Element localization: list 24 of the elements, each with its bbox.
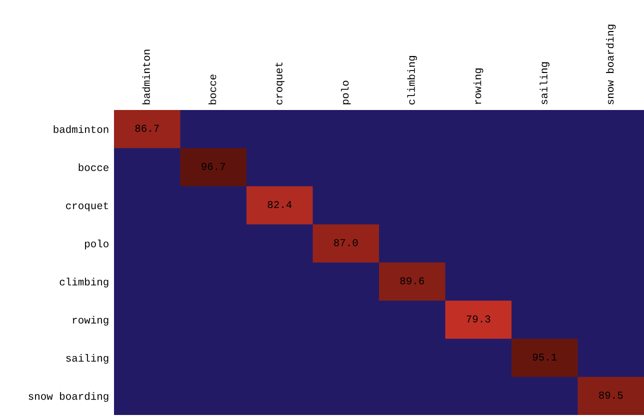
data-label: 89.5 — [599, 392, 623, 399]
data-label: 95.1 — [532, 354, 557, 361]
data-label: 79.3 — [466, 315, 490, 322]
x-tick-label: croquet — [275, 62, 284, 104]
data-label: 86.7 — [135, 124, 159, 132]
data-label: 82.4 — [268, 201, 292, 208]
y-tick-label: rowing — [72, 316, 108, 326]
x-tick-label: rowing — [474, 68, 484, 104]
y-tick-label: polo — [85, 240, 108, 250]
y-tick-label: climbing — [60, 278, 108, 288]
x-tick-label: polo — [341, 80, 351, 104]
data-label: 89.6 — [400, 277, 424, 284]
y-tick-label: badminton — [54, 125, 108, 133]
y-tick-label: snow boarding — [28, 392, 108, 402]
x-tick-label: bocce — [208, 74, 216, 104]
data-label: 96.7 — [202, 162, 226, 170]
data-label: 87.0 — [334, 239, 358, 246]
x-tick-label: climbing — [407, 56, 417, 104]
x-tick-label: snow boarding — [606, 24, 616, 104]
x-tick-label: sailing — [540, 62, 550, 104]
y-tick-label: sailing — [66, 354, 108, 364]
y-tick-label: croquet — [66, 202, 108, 212]
y-tick-label: bocce — [78, 163, 108, 172]
x-tick-label: badminton — [142, 50, 150, 104]
